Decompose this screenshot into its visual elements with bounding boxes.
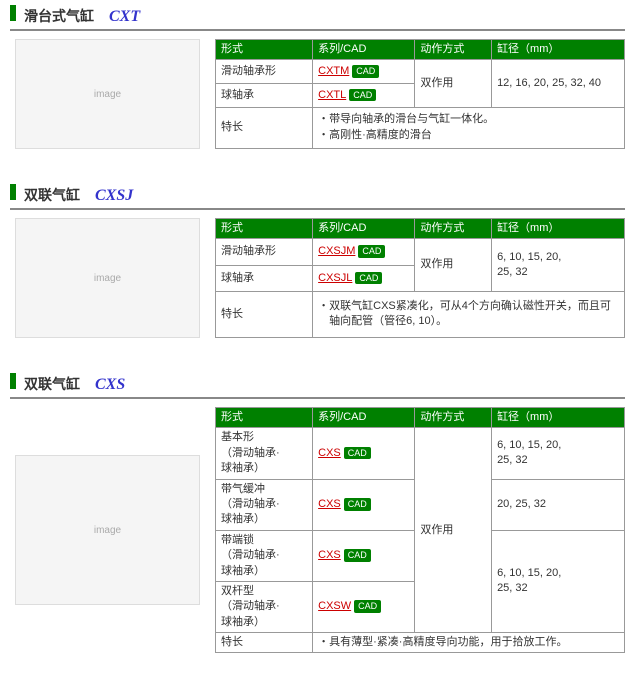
table-header: 形式 [216, 219, 313, 239]
cad-badge[interactable]: CAD [349, 89, 376, 102]
feature-item: 双联气缸CXS紧凑化，可从4个方向确认磁性开关，而且可轴向配管（管径6, 10）… [318, 299, 619, 330]
table-header: 系列/CAD [313, 40, 415, 60]
diameter-cell: 6, 10, 15, 20, 25, 32 [492, 530, 625, 632]
table-header: 缸径（mm） [492, 408, 625, 428]
series-cell: CXSCAD [313, 530, 415, 581]
cad-badge[interactable]: CAD [354, 600, 381, 613]
table-header: 动作方式 [415, 40, 492, 60]
type-cell: 基本形 （滑动轴承· 球袖承） [216, 428, 313, 479]
table-header: 形式 [216, 40, 313, 60]
product-image: image [10, 218, 205, 338]
table-row: 基本形 （滑动轴承· 球袖承）CXSCAD双作用6, 10, 15, 20, 2… [216, 428, 625, 479]
table-header: 缸径（mm） [492, 219, 625, 239]
action-cell: 双作用 [415, 428, 492, 633]
section-model: CXSJ [95, 187, 133, 205]
product-section: 双联气缸 CXS image 形式系列/CAD动作方式缸径（mm） 基本形 （滑动轴承·… [0, 368, 635, 658]
diameter-cell: 6, 10, 15, 20, 25, 32 [492, 239, 625, 292]
table-header: 系列/CAD [313, 219, 415, 239]
type-cell: 滑动轴承形 [216, 60, 313, 84]
series-cell: CXSCAD [313, 428, 415, 479]
series-link[interactable]: CXS [318, 549, 341, 561]
content-row: image形式系列/CAD动作方式缸径（mm）基本形 （滑动轴承· 球袖承）CX… [10, 407, 625, 653]
product-section: 双联气缸CXSJimage形式系列/CAD动作方式缸径（mm）滑动轴承形CXSJ… [0, 179, 635, 343]
cad-badge[interactable]: CAD [344, 549, 371, 562]
cad-badge[interactable]: CAD [352, 65, 379, 78]
series-cell: CXSJLCAD [313, 265, 415, 291]
type-cell: 滑动轴承形 [216, 239, 313, 265]
series-cell: CXTLCAD [313, 83, 415, 107]
type-cell: 球轴承 [216, 265, 313, 291]
section-title: 滑台式气缸 [24, 6, 94, 26]
feature-cell: 双联气缸CXS紧凑化，可从4个方向确认磁性开关，而且可轴向配管（管径6, 10）… [313, 291, 625, 337]
type-cell: 双杆型 （滑动轴承· 球袖承） [216, 581, 313, 632]
section-header: 滑台式气缸 CXT [10, 5, 625, 31]
cad-badge[interactable]: CAD [358, 245, 385, 258]
series-cell: CXSWCAD [313, 581, 415, 632]
series-link[interactable]: CXSJL [318, 272, 352, 284]
product-image: image [10, 407, 205, 653]
cad-badge[interactable]: CAD [355, 272, 382, 285]
spec-table: 形式系列/CAD动作方式缸径（mm）基本形 （滑动轴承· 球袖承）CXSCAD双… [215, 407, 625, 653]
content-row: image形式系列/CAD动作方式缸径（mm）滑动轴承形CXTMCAD双作用12… [10, 39, 625, 149]
table-header: 动作方式 [415, 219, 492, 239]
table-row: 滑动轴承形CXSJMCAD双作用6, 10, 15, 20, 25, 32 [216, 239, 625, 265]
type-cell: 球轴承 [216, 83, 313, 107]
diameter-cell: 6, 10, 15, 20, 25, 32 [492, 428, 625, 479]
product-section: 滑台式气缸CXTimage形式系列/CAD动作方式缸径（mm）滑动轴承形CXTM… [0, 0, 635, 154]
product-image: image [10, 39, 205, 149]
spec-table: 形式系列/CAD动作方式缸径（mm）滑动轴承形CXTMCAD双作用12, 16,… [215, 39, 625, 149]
table-header: 动作方式 [415, 408, 492, 428]
image-placeholder: image [15, 218, 200, 338]
action-cell: 双作用 [415, 239, 492, 292]
feature-label: 特长 [216, 291, 313, 337]
accent-bar [10, 373, 16, 389]
feature-item: 高刚性·高精度的滑台 [318, 128, 619, 143]
feature-row: 特长双联气缸CXS紧凑化，可从4个方向确认磁性开关，而且可轴向配管（管径6, 1… [216, 291, 625, 337]
diameter-cell: 12, 16, 20, 25, 32, 40 [492, 60, 625, 107]
type-cell: 带气缓冲 （滑动轴承· 球袖承） [216, 479, 313, 530]
section-header: 双联气缸 CXS [10, 373, 625, 399]
accent-bar [10, 184, 16, 200]
table-row: 滑动轴承形CXTMCAD双作用12, 16, 20, 25, 32, 40 [216, 60, 625, 84]
feature-row: 特长具有薄型·紧凑·高精度导向功能，用于拾放工作。 [216, 633, 625, 653]
feature-row: 特长带导向轴承的滑台与气缸一体化。高刚性·高精度的滑台 [216, 107, 625, 148]
series-link[interactable]: CXSJM [318, 245, 355, 257]
spec-table: 形式系列/CAD动作方式缸径（mm）滑动轴承形CXSJMCAD双作用6, 10,… [215, 218, 625, 338]
feature-label: 特长 [216, 633, 313, 653]
type-cell: 带端锁 （滑动轴承· 球袖承） [216, 530, 313, 581]
section-model: CXT [109, 8, 140, 26]
diameter-cell: 20, 25, 32 [492, 479, 625, 530]
table-header: 缸径（mm） [492, 40, 625, 60]
section-title: 双联气缸 [24, 185, 80, 205]
section-title: 双联气缸 [24, 374, 80, 394]
feature-cell: 带导向轴承的滑台与气缸一体化。高刚性·高精度的滑台 [313, 107, 625, 148]
accent-bar [10, 5, 16, 21]
image-placeholder: image [15, 455, 200, 605]
section-header: 双联气缸 CXSJ [10, 184, 625, 210]
action-cell: 双作用 [415, 60, 492, 107]
series-link[interactable]: CXTM [318, 65, 349, 77]
table-header: 形式 [216, 408, 313, 428]
cad-badge[interactable]: CAD [344, 498, 371, 511]
image-placeholder: image [15, 39, 200, 149]
feature-label: 特长 [216, 107, 313, 148]
cad-badge[interactable]: CAD [344, 447, 371, 460]
feature-cell: 具有薄型·紧凑·高精度导向功能，用于拾放工作。 [313, 633, 625, 653]
table-header: 系列/CAD [313, 408, 415, 428]
section-model: CXS [95, 376, 125, 394]
series-link[interactable]: CXS [318, 498, 341, 510]
content-row: image形式系列/CAD动作方式缸径（mm）滑动轴承形CXSJMCAD双作用6… [10, 218, 625, 338]
series-link[interactable]: CXTL [318, 89, 346, 101]
series-cell: CXTMCAD [313, 60, 415, 84]
series-cell: CXSCAD [313, 479, 415, 530]
feature-item: 具有薄型·紧凑·高精度导向功能，用于拾放工作。 [318, 635, 619, 650]
series-link[interactable]: CXSW [318, 600, 351, 612]
series-link[interactable]: CXS [318, 447, 341, 459]
series-cell: CXSJMCAD [313, 239, 415, 265]
feature-item: 带导向轴承的滑台与气缸一体化。 [318, 112, 619, 127]
